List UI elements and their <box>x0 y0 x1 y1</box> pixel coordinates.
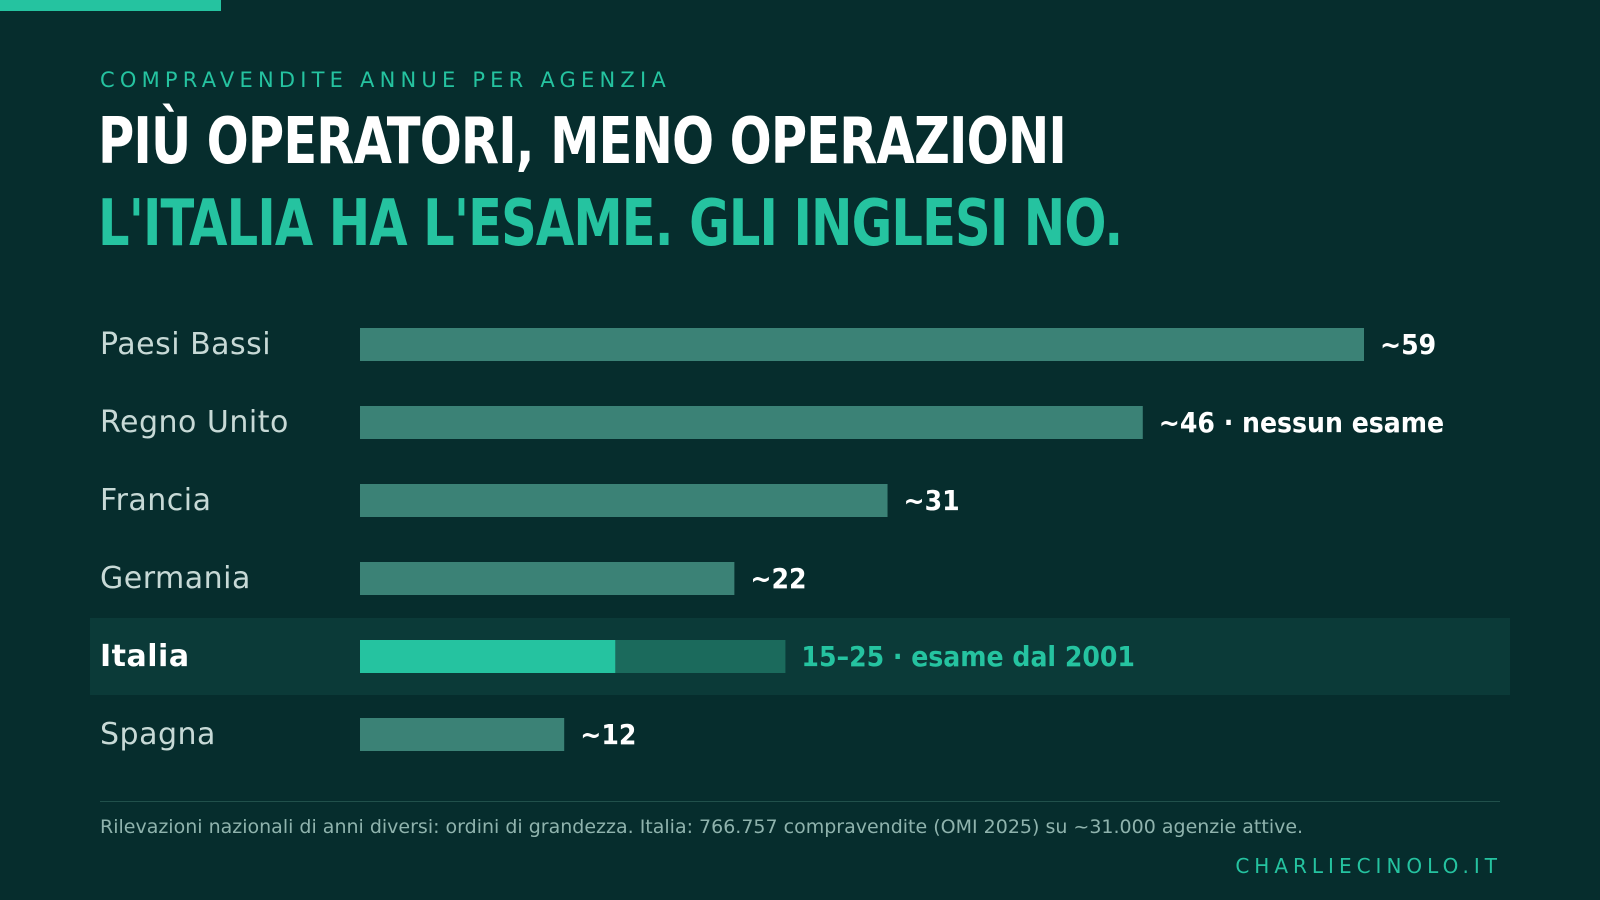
category-label: Spagna <box>100 717 216 752</box>
bar <box>360 328 1364 361</box>
bar <box>360 640 616 673</box>
category-label: Francia <box>100 483 212 518</box>
data-label: ~46 · nessun esame <box>1159 406 1444 439</box>
bar <box>360 484 888 517</box>
data-label: ~31 <box>904 484 960 517</box>
category-label: Germania <box>100 561 251 596</box>
bar <box>360 718 565 751</box>
data-label: ~12 <box>580 718 636 751</box>
category-label: Paesi Bassi <box>100 327 271 362</box>
bar <box>360 562 735 595</box>
footnote: Rilevazioni nazionali di anni diversi: o… <box>100 816 1304 838</box>
category-label: Regno Unito <box>100 405 289 440</box>
footer-divider <box>100 801 1500 802</box>
chart-kicker: COMPRAVENDITE ANNUE PER AGENZIA <box>100 68 671 92</box>
highlight-band <box>90 618 1510 695</box>
chart-title: PIÙ OPERATORI, MENO OPERAZIONI <box>98 105 1067 179</box>
top-accent-bar <box>0 0 221 11</box>
category-label: Italia <box>100 639 190 674</box>
bar <box>360 406 1143 439</box>
data-label: ~22 <box>750 562 806 595</box>
site-credit: CHARLIECINOLO.IT <box>1235 854 1502 878</box>
chart-subtitle: L'ITALIA HA L'ESAME. GLI INGLESI NO. <box>98 187 1123 261</box>
data-label: 15–25 · esame dal 2001 <box>801 640 1135 673</box>
data-label: ~59 <box>1380 328 1436 361</box>
